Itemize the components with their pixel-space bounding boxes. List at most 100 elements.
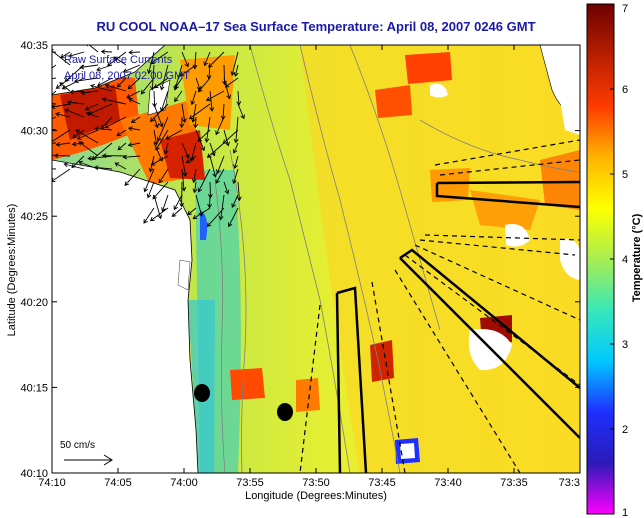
y-tick-label: 40:30 (20, 126, 48, 138)
current-arrow (71, 141, 85, 147)
x-tick-label: 74:00 (170, 477, 198, 489)
current-arrow (236, 90, 242, 106)
current-arrow (153, 116, 159, 129)
current-arrow (187, 207, 197, 216)
current-arrow (189, 142, 197, 163)
station-marker (277, 403, 293, 421)
map-title: RU COOL NOAA–17 Sea Surface Temperature:… (96, 19, 536, 34)
scale-arrow-label: 50 cm/s (60, 440, 95, 451)
x-tick-label: 73:45 (368, 477, 396, 489)
current-arrow (143, 168, 155, 193)
current-arrow (209, 90, 215, 112)
current-arrow (73, 77, 99, 84)
current-arrow (52, 51, 57, 53)
current-arrow (179, 116, 185, 129)
current-arrow (128, 98, 141, 105)
current-arrow (197, 129, 211, 143)
current-arrow (195, 129, 206, 152)
current-arrow (223, 77, 232, 100)
current-arrow (116, 129, 127, 137)
y-tick-label: 40:25 (20, 211, 48, 223)
current-arrow (156, 116, 169, 142)
current-arrow (100, 49, 113, 55)
current-arrow (227, 207, 239, 228)
colorbar-label: Temperature (°C) (631, 213, 643, 303)
current-arrow (52, 90, 57, 96)
colorbar-tick-label: 7 (622, 3, 628, 15)
current-arrow (179, 64, 197, 77)
current-arrow (52, 129, 71, 145)
land (52, 45, 580, 473)
x-tick-label: 73:55 (236, 477, 264, 489)
current-arrow (192, 181, 198, 194)
current-arrow (52, 128, 57, 131)
current-arrow (52, 103, 57, 105)
current-arrow (208, 51, 225, 68)
current-arrow (181, 168, 187, 192)
current-arrow (218, 194, 225, 221)
current-arrow (215, 168, 225, 184)
current-arrow (209, 142, 216, 157)
y-tick-label: 40:35 (20, 40, 48, 52)
current-arrow (158, 168, 169, 184)
current-arrow (52, 103, 71, 110)
current-arrow (117, 142, 127, 151)
current-arrow (104, 83, 127, 92)
colorbar-tick-label: 4 (622, 254, 628, 266)
current-arrow (150, 64, 155, 91)
current-arrow (116, 77, 127, 88)
current-arrow (149, 207, 169, 222)
current-arrow (237, 103, 245, 120)
current-arrow (88, 103, 113, 116)
current-arrow (104, 116, 127, 129)
current-arrow (122, 154, 141, 160)
current-arrow (75, 129, 99, 144)
current-arrow (79, 64, 99, 70)
x-tick-label: 74:10 (38, 477, 66, 489)
station-marker (194, 384, 210, 402)
current-arrow (152, 181, 169, 200)
current-arrow (206, 207, 225, 228)
legend-line-1: Raw Surface Currents (64, 54, 173, 66)
current-arrow (192, 207, 211, 220)
current-arrow (91, 142, 113, 161)
x-tick-label: 73:50 (302, 477, 330, 489)
current-arrow (127, 126, 141, 132)
current-arrow (223, 181, 230, 195)
current-arrow (146, 181, 155, 199)
current-arrow (153, 103, 164, 128)
current-arrow (161, 194, 169, 213)
current-arrow (72, 129, 85, 139)
current-arrow (61, 77, 85, 90)
current-arrow (80, 90, 99, 96)
colorbar-tick-label: 5 (622, 169, 628, 181)
colorbar-tick-label: 1 (622, 507, 628, 518)
current-arrow (150, 155, 169, 166)
current-arrow (190, 90, 197, 106)
x-tick-label: 73:3 (559, 477, 580, 489)
current-arrow (179, 181, 185, 208)
current-arrow (53, 153, 71, 159)
current-arrow (216, 155, 225, 175)
current-arrow (69, 89, 85, 95)
current-arrow (163, 142, 169, 155)
current-arrow (68, 51, 85, 58)
current-arrow (232, 142, 239, 154)
x-axis-ticks: 74:10 74:05 74:00 73:55 73:50 73:45 73:40 73:35… (38, 45, 581, 489)
current-arrow (165, 129, 183, 140)
current-arrow (86, 45, 99, 53)
current-arrow (181, 142, 190, 159)
current-arrow (127, 77, 141, 90)
current-arrow (204, 116, 211, 143)
current-arrow (155, 129, 169, 151)
current-arrow (113, 56, 127, 66)
current-arrow (59, 82, 71, 92)
current-arrow (93, 165, 113, 171)
current-arrow (78, 141, 99, 157)
y-axis-label: Latitude (Degrees:Minutes) (6, 203, 18, 337)
current-arrow (203, 51, 211, 67)
current-arrow (231, 194, 239, 209)
current-arrow (190, 103, 197, 123)
current-arrow (153, 129, 159, 146)
colorbar-tick-label: 2 (622, 424, 628, 436)
